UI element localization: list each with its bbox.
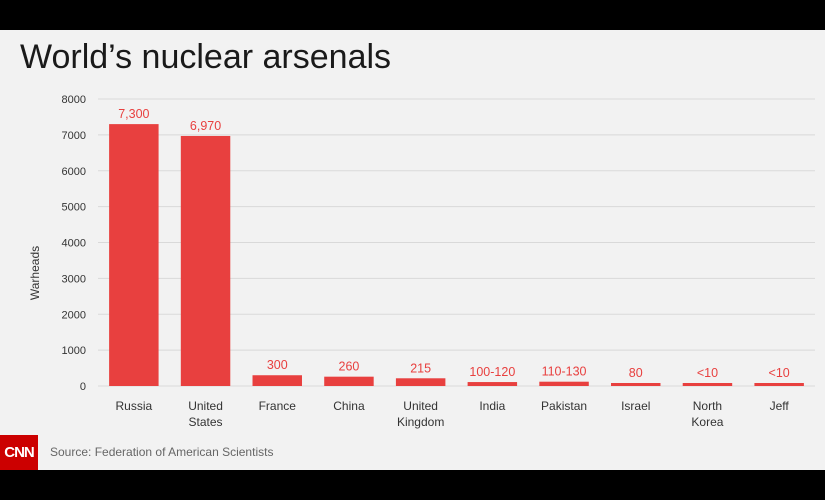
bar-chart: 0 1000 2000 3000 4000 5000 6000 7000 8000 Warhea…: [28, 94, 815, 429]
data-label: <10: [697, 366, 718, 380]
x-axis-categories: Russia United States France China United Kingd…: [116, 399, 790, 429]
chart-title: World’s nuclear arsenals: [20, 38, 392, 76]
data-label: 6,970: [190, 119, 221, 133]
data-label: 300: [267, 358, 288, 372]
bar: [754, 383, 804, 386]
category-label: India: [479, 399, 505, 413]
bar: [539, 381, 589, 386]
category-label: United States: [188, 399, 223, 429]
data-label: 110-130: [542, 365, 587, 379]
y-axis-ticks: 0 1000 2000 3000 4000 5000 6000 7000 8000: [62, 94, 86, 393]
category-label: North Korea: [691, 399, 723, 429]
cnn-logo: CNN: [0, 435, 38, 470]
bar: [467, 382, 518, 386]
category-label: Israel: [621, 399, 650, 413]
y-tick-label: 5000: [62, 202, 86, 214]
y-tick-label: 7000: [62, 130, 86, 142]
chart-frame: 0 1000 2000 3000 4000 5000 6000 7000 8000 Warhea…: [0, 30, 825, 470]
data-label: 260: [339, 360, 360, 374]
y-tick-label: 2000: [62, 309, 86, 321]
footer: CNN Source: Federation of American Scien…: [0, 435, 825, 470]
y-tick-label: 0: [80, 381, 86, 393]
data-label: 7,300: [118, 107, 149, 121]
bar: [180, 135, 231, 386]
y-tick-label: 4000: [62, 238, 86, 250]
category-label: China: [333, 399, 365, 413]
category-label: Russia: [116, 399, 153, 413]
category-label: Jeff: [770, 399, 790, 413]
category-label: France: [259, 399, 297, 413]
data-labels: 7,300 6,970 300 260 215 100-120 110-130 80 <10 <1…: [118, 107, 790, 380]
source-note: Source: Federation of American Scientist…: [50, 445, 274, 459]
y-tick-label: 3000: [62, 273, 86, 285]
bar: [395, 378, 446, 386]
category-label: United Kingdom: [397, 399, 444, 429]
y-tick-label: 8000: [62, 94, 86, 106]
category-label: Pakistan: [541, 399, 587, 413]
bar: [324, 376, 374, 386]
y-axis-label: Warheads: [28, 246, 42, 300]
bars: [109, 124, 804, 387]
bar: [611, 383, 661, 386]
bar: [252, 375, 302, 386]
data-label: 215: [410, 361, 431, 375]
bar: [109, 124, 159, 387]
data-label: 100-120: [469, 365, 515, 379]
y-tick-label: 1000: [62, 345, 86, 357]
bar: [682, 383, 733, 386]
data-label: 80: [629, 366, 643, 380]
data-label: <10: [769, 366, 790, 380]
y-tick-label: 6000: [62, 166, 86, 178]
